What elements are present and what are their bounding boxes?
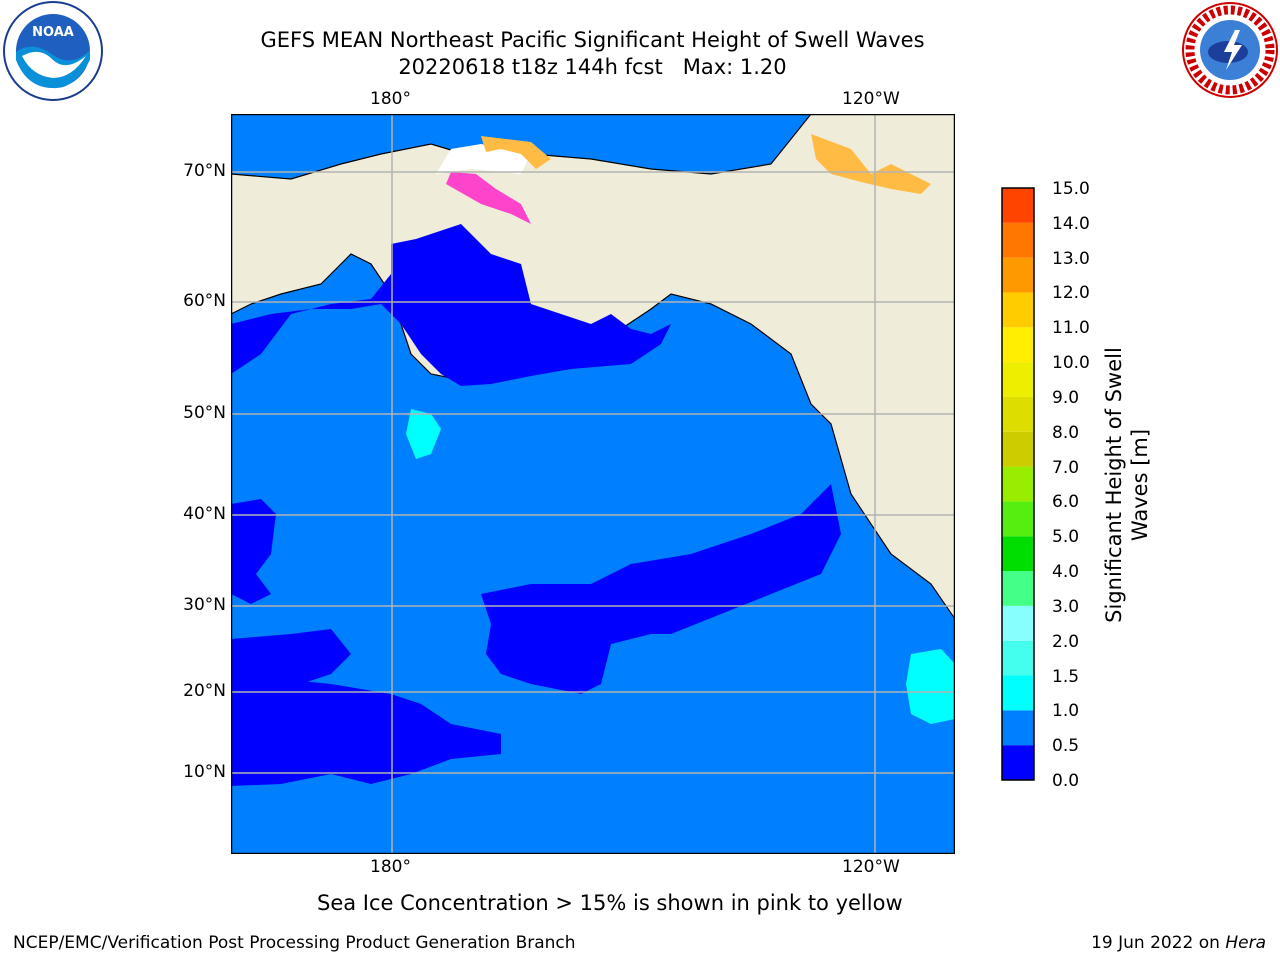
noaa-logo-icon: NOAA: [3, 1, 103, 101]
colorbar-tick-label: 1.5: [1052, 666, 1080, 687]
colorbar-segment: [1002, 431, 1034, 467]
colorbar: [1001, 187, 1035, 781]
colorbar-tick-label: 6.0: [1052, 492, 1080, 513]
lat-label-40n: 40°N: [183, 504, 226, 524]
colorbar-segment: [1002, 257, 1034, 293]
colorbar-segment: [1002, 536, 1034, 572]
colorbar-tick-label: 7.0: [1052, 457, 1080, 478]
cyan-patch-east: [906, 649, 955, 724]
nws-logo-icon: [1182, 2, 1278, 98]
colorbar-tick-label: 4.0: [1052, 562, 1080, 583]
footer-date: 19 Jun 2022 on Hera: [1091, 933, 1266, 953]
colorbar-segment: [1002, 675, 1034, 711]
lon-label-bottom-120w: 120°W: [842, 857, 900, 877]
lat-label-50n: 50°N: [183, 403, 226, 423]
colorbar-segment: [1002, 188, 1034, 223]
colorbar-tick-label: 3.0: [1052, 596, 1080, 617]
map-title: GEFS MEAN Northeast Pacific Significant …: [260, 28, 925, 52]
tropical-west-low-swell: [231, 674, 501, 786]
bering-sea-low-swell: [231, 224, 671, 386]
colorbar-tick-label: 11.0: [1052, 318, 1090, 339]
footer-branch: NCEP/EMC/Verification Post Processing Pr…: [13, 933, 576, 953]
colorbar-segment: [1002, 466, 1034, 502]
colorbar-tick-label: 0.0: [1052, 771, 1080, 791]
colorbar-tick-label: 5.0: [1052, 527, 1080, 548]
cyan-patch-north: [406, 409, 441, 459]
lon-label-bottom-180: 180°: [370, 857, 411, 877]
colorbar-segment: [1002, 710, 1034, 746]
colorbar-segment: [1002, 571, 1034, 606]
colorbar-tick-label: 15.0: [1052, 179, 1090, 199]
sea-ice-edge-north: [481, 136, 551, 169]
lat-label-60n: 60°N: [183, 291, 226, 311]
colorbar-tick-label: 0.5: [1052, 736, 1080, 757]
subtropical-low-swell: [481, 484, 841, 694]
colorbar-segment: [1002, 292, 1034, 328]
lat-label-10n: 10°N: [183, 762, 226, 782]
colorbar-tick-label: 14.0: [1052, 213, 1090, 234]
colorbar-tick-label: 9.0: [1052, 387, 1080, 408]
open-arctic-area: [436, 144, 531, 174]
colorbar-segment: [1002, 501, 1034, 537]
lat-label-20n: 20°N: [183, 681, 226, 701]
lon-label-top-120w: 120°W: [842, 89, 900, 109]
lat-label-30n: 30°N: [183, 595, 226, 615]
swell-height-map: [231, 114, 955, 854]
sea-ice-edge-east: [811, 134, 931, 194]
lon-label-top-180: 180°: [370, 89, 411, 109]
colorbar-tick-label: 8.0: [1052, 422, 1080, 443]
colorbar-segment: [1002, 222, 1034, 258]
colorbar-title: Significant Height of Swell Waves [m]: [1102, 347, 1152, 623]
svg-text:NOAA: NOAA: [32, 25, 74, 40]
colorbar-tick-label: 1.0: [1052, 701, 1080, 722]
lat-label-70n: 70°N: [183, 161, 226, 181]
map-subtitle: 20220618 t18z 144h fcst Max: 1.20: [398, 55, 787, 79]
footer-host: Hera: [1225, 933, 1266, 953]
sea-ice-ring: [446, 172, 531, 224]
colorbar-segment: [1002, 640, 1034, 676]
colorbar-tick-label: 13.0: [1052, 248, 1090, 269]
colorbar-segment: [1002, 745, 1034, 780]
colorbar-tick-label: 2.0: [1052, 631, 1080, 652]
equatorial-west-low-swell: [231, 499, 276, 604]
footer-date-text: 19 Jun 2022 on: [1091, 933, 1226, 953]
colorbar-segment: [1002, 605, 1034, 641]
colorbar-tick-label: 12.0: [1052, 283, 1090, 304]
tropical-low-swell: [231, 629, 351, 689]
colorbar-segment: [1002, 362, 1034, 397]
colorbar-segment: [1002, 327, 1034, 363]
colorbar-tick-label: 10.0: [1052, 353, 1090, 374]
colorbar-segment: [1002, 396, 1034, 432]
map-grid: [231, 114, 955, 854]
